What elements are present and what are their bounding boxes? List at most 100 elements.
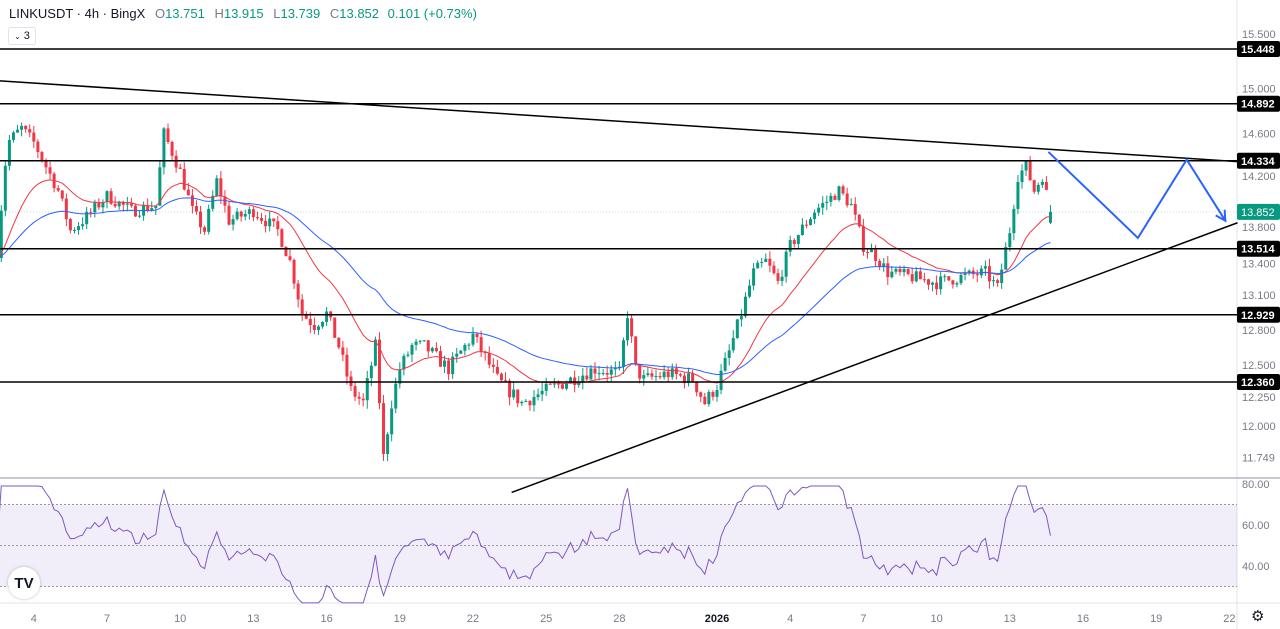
candle-body — [662, 371, 666, 378]
level-price-label: 14.334 — [1241, 156, 1276, 168]
candle-body — [931, 282, 935, 285]
candle-body — [150, 208, 154, 211]
candle-body — [1048, 211, 1052, 223]
candle-body — [369, 365, 373, 379]
candle-body — [992, 280, 996, 282]
candle-body — [796, 235, 800, 244]
price-tick-label: 12.800 — [1242, 325, 1276, 337]
candle-body — [390, 408, 394, 435]
candle-body — [491, 364, 495, 367]
time-tick-label: 4 — [787, 613, 793, 625]
price-tick-label: 11.749 — [1242, 453, 1275, 465]
candle-body — [849, 203, 853, 206]
candle-body — [113, 203, 117, 207]
candle-body — [243, 213, 247, 217]
candle-body — [609, 369, 613, 375]
candle-body — [406, 354, 410, 356]
candle-body — [451, 356, 455, 375]
candle-body — [752, 268, 756, 286]
candle-body — [296, 283, 300, 300]
candle-body — [170, 141, 174, 156]
candle-body — [40, 152, 44, 161]
indicators-toggle-button[interactable]: ⌄ 3 — [8, 27, 36, 45]
candle-body — [870, 249, 874, 253]
candle-body — [589, 368, 593, 380]
candle-body — [471, 333, 475, 345]
candle-body — [64, 198, 68, 220]
candle-body — [414, 341, 418, 345]
candle-body — [674, 368, 678, 375]
candle-body — [947, 276, 951, 281]
candle-body — [983, 266, 987, 269]
close-value: 13.852 — [339, 6, 380, 21]
candle-body — [780, 276, 784, 281]
candle-body — [678, 374, 682, 376]
candle-body — [939, 276, 943, 290]
candle-body — [605, 372, 609, 375]
candle-body — [601, 372, 605, 374]
candle-body — [109, 191, 113, 204]
candle-body — [658, 376, 662, 378]
candle-body — [959, 274, 963, 284]
candle-body — [626, 318, 630, 341]
candle-body — [695, 381, 699, 393]
candle-body — [520, 401, 524, 404]
time-tick-label: 7 — [860, 613, 866, 625]
symbol-title[interactable]: LINKUSDT · 4h · BingX — [9, 6, 146, 21]
candle-body — [508, 380, 512, 398]
candle-body — [272, 218, 276, 222]
level-price-label: 14.892 — [1241, 99, 1275, 111]
gear-icon[interactable]: ⚙ — [1251, 608, 1265, 625]
candle-body — [223, 196, 227, 206]
candle-body — [569, 377, 573, 384]
candle-body — [219, 178, 223, 197]
candle-body — [85, 211, 89, 225]
candle-body — [565, 383, 569, 389]
candle-body — [809, 219, 813, 226]
candle-body — [463, 344, 467, 351]
candle-body — [438, 351, 442, 367]
time-tick-label: 10 — [930, 613, 942, 625]
candle-body — [874, 249, 878, 261]
candle-body — [434, 348, 438, 352]
candle-body — [935, 282, 939, 290]
candle-body — [129, 203, 133, 206]
candle-body — [882, 263, 886, 267]
candle-body — [817, 207, 821, 213]
tradingview-logo[interactable]: TV — [8, 567, 40, 599]
candle-body — [467, 344, 471, 346]
candle-body — [418, 340, 422, 342]
candle-body — [1024, 161, 1028, 171]
candle-body — [735, 319, 739, 339]
candle-body — [353, 386, 357, 397]
candle-body — [166, 128, 170, 142]
candle-body — [361, 398, 365, 401]
candle-body — [926, 279, 930, 285]
candle-body — [544, 383, 548, 391]
time-tick-label: 22 — [1223, 613, 1235, 625]
candle-body — [1004, 246, 1008, 270]
indicator-count: 3 — [23, 30, 30, 42]
chevron-down-icon: ⌄ — [14, 31, 21, 41]
candle-body — [853, 203, 857, 215]
price-tick-label: 15.500 — [1242, 29, 1276, 41]
candle-body — [719, 370, 723, 390]
candle-body — [1008, 233, 1012, 247]
candle-body — [951, 280, 955, 285]
last-price-tag — [1237, 203, 1280, 220]
candle-body — [430, 348, 434, 352]
candle-body — [251, 209, 255, 218]
candle-body — [906, 269, 910, 275]
candle-body — [308, 318, 312, 325]
candle-body — [654, 376, 658, 378]
candle-body — [162, 128, 166, 168]
candle-body — [215, 178, 219, 196]
candle-body — [670, 368, 674, 378]
candle-body — [524, 400, 528, 402]
candle-body — [967, 270, 971, 274]
candle-body — [68, 219, 72, 231]
close-label: C — [329, 6, 340, 21]
candle-body — [857, 214, 861, 227]
candle-body — [878, 260, 882, 267]
